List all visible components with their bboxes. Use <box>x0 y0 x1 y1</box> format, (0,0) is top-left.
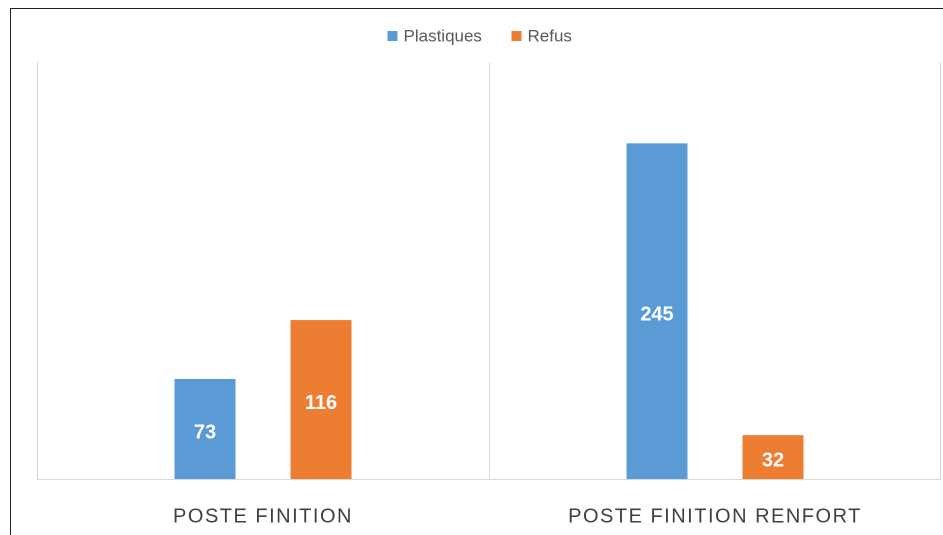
data-label: 116 <box>305 392 337 414</box>
data-label: 73 <box>194 421 216 443</box>
data-label: 32 <box>762 449 784 471</box>
legend-swatch <box>387 31 398 41</box>
x-tick-label: POSTE FINITION RENFORT <box>568 505 862 527</box>
data-label: 245 <box>640 303 673 325</box>
legend-swatch <box>511 31 522 41</box>
plot-frame <box>37 62 941 480</box>
bar <box>742 435 804 479</box>
bar <box>174 378 236 479</box>
bar <box>290 320 352 479</box>
legend-label: Refus <box>528 26 572 45</box>
x-tick-label: POSTE FINITION <box>173 505 353 527</box>
bar <box>626 143 688 479</box>
legend-label: Plastiques <box>404 26 482 45</box>
